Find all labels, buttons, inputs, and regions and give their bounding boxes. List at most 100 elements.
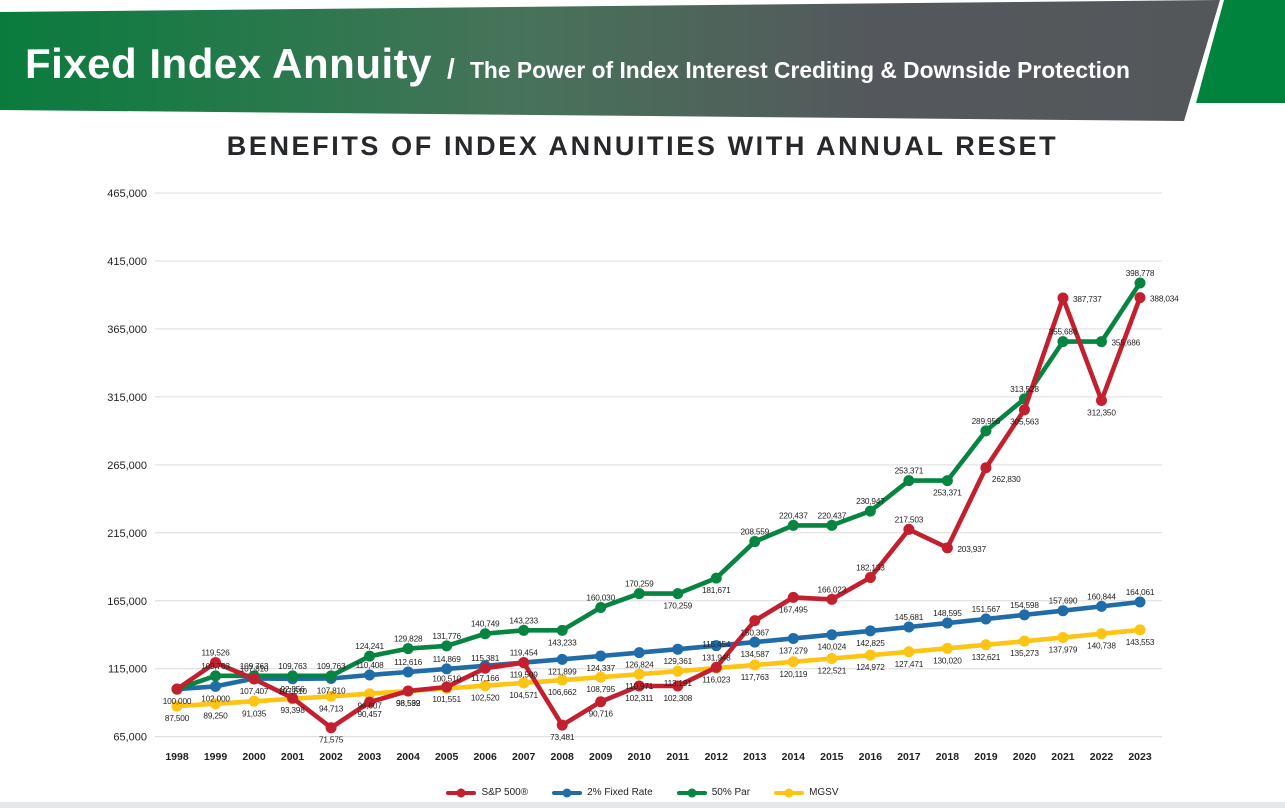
data-point-blue bbox=[595, 650, 607, 662]
data-point-blue bbox=[903, 621, 915, 633]
data-label-blue: 151,567 bbox=[972, 604, 1001, 614]
data-label-green: 398,778 bbox=[1126, 268, 1155, 278]
data-label-yellow: 143,553 bbox=[1126, 637, 1155, 647]
data-point-yellow bbox=[210, 698, 222, 710]
data-label-blue: 117,166 bbox=[471, 673, 500, 683]
x-axis-label: 2004 bbox=[396, 751, 420, 763]
data-label-green: 253,371 bbox=[933, 488, 962, 498]
data-point-yellow bbox=[980, 639, 992, 651]
data-label-blue: 134,587 bbox=[741, 649, 770, 659]
data-point-green bbox=[749, 536, 761, 548]
data-point-green bbox=[210, 670, 222, 682]
data-label-red: 90,457 bbox=[358, 709, 383, 719]
data-label-red: 119,526 bbox=[202, 648, 231, 658]
data-point-red bbox=[402, 685, 414, 697]
data-point-green bbox=[479, 628, 491, 640]
data-point-yellow bbox=[1018, 635, 1030, 647]
data-label-red: 73,481 bbox=[550, 732, 575, 742]
data-label-red: 116,023 bbox=[702, 674, 731, 684]
data-label-green: 220,437 bbox=[779, 510, 808, 520]
legend-item-blue: 2% Fixed Rate bbox=[552, 787, 653, 798]
data-label-blue: 124,337 bbox=[586, 663, 615, 673]
legend-label-yellow: MGSV bbox=[809, 787, 839, 798]
data-point-yellow bbox=[864, 649, 876, 661]
x-axis-label: 2012 bbox=[705, 751, 729, 763]
chart-legend: S&P 500® 2% Fixed Rate 50% Par MGSV bbox=[0, 787, 1285, 798]
data-point-red bbox=[1134, 292, 1146, 304]
data-label-blue: 154,598 bbox=[1010, 600, 1039, 610]
data-point-green bbox=[1057, 336, 1069, 348]
legend-marker-red bbox=[446, 788, 477, 797]
y-axis-label: 165,000 bbox=[107, 596, 147, 608]
data-label-green: 109,763 bbox=[317, 661, 346, 671]
data-label-green: 160,030 bbox=[586, 593, 615, 603]
data-label-red: 182,133 bbox=[856, 562, 885, 572]
data-point-yellow bbox=[903, 646, 915, 658]
data-point-red bbox=[1057, 292, 1069, 304]
data-label-green: 355,686 bbox=[1049, 327, 1078, 337]
data-label-yellow: 120,119 bbox=[779, 669, 808, 679]
data-label-blue: 110,408 bbox=[356, 660, 385, 670]
data-label-yellow: 87,500 bbox=[165, 713, 190, 723]
data-point-yellow bbox=[325, 690, 337, 702]
x-axis-label: 1999 bbox=[204, 751, 228, 763]
data-label-green: 253,371 bbox=[895, 466, 924, 476]
data-label-yellow: 132,621 bbox=[972, 652, 1001, 662]
data-label-yellow: 122,521 bbox=[818, 665, 847, 675]
data-point-red bbox=[941, 542, 953, 554]
data-label-green: 131,776 bbox=[432, 631, 461, 641]
data-label-blue: 157,690 bbox=[1049, 596, 1078, 606]
x-axis-label: 2018 bbox=[936, 751, 960, 763]
data-label-blue: 137,279 bbox=[779, 645, 808, 655]
data-label-green: 109,763 bbox=[278, 661, 307, 671]
data-label-yellow: 124,972 bbox=[856, 662, 885, 672]
data-label-red: 102,308 bbox=[663, 693, 692, 703]
data-label-yellow: 94,713 bbox=[319, 703, 344, 713]
data-label-red: 100,000 bbox=[163, 696, 192, 706]
x-axis-label: 2002 bbox=[319, 751, 343, 763]
legend-dot-green bbox=[687, 788, 697, 797]
data-point-red bbox=[826, 593, 838, 605]
y-axis-label: 215,000 bbox=[107, 528, 147, 540]
legend-marker-yellow bbox=[774, 788, 805, 797]
data-label-blue: 148,595 bbox=[933, 608, 962, 618]
data-point-red bbox=[210, 657, 222, 669]
data-label-yellow: 89,250 bbox=[203, 711, 228, 721]
x-axis-label: 2021 bbox=[1051, 751, 1075, 763]
data-point-green bbox=[826, 519, 838, 531]
data-point-red bbox=[1018, 404, 1030, 416]
data-point-blue bbox=[441, 663, 453, 675]
data-label-red: 98,592 bbox=[396, 698, 421, 708]
data-label-red: 203,937 bbox=[957, 544, 986, 554]
data-point-green bbox=[1134, 277, 1146, 289]
legend-label-green: 50% Par bbox=[711, 787, 751, 798]
data-point-green bbox=[595, 602, 607, 614]
data-label-red: 107,407 bbox=[240, 686, 269, 696]
x-axis-label: 2019 bbox=[974, 751, 998, 763]
data-point-yellow bbox=[595, 671, 607, 683]
x-axis-label: 2014 bbox=[782, 751, 806, 763]
data-label-blue: 145,681 bbox=[895, 612, 924, 622]
data-label-yellow: 127,471 bbox=[895, 659, 924, 669]
legend-label-red: S&P 500® bbox=[481, 787, 529, 798]
data-point-green bbox=[441, 640, 453, 652]
data-point-blue bbox=[1018, 609, 1030, 621]
data-point-red bbox=[556, 719, 568, 731]
data-label-green: 129,828 bbox=[394, 634, 423, 644]
data-label-green: 355,686 bbox=[1111, 338, 1140, 348]
data-point-yellow bbox=[364, 688, 376, 700]
header-subtitle: The Power of Index Interest Crediting & … bbox=[469, 57, 1130, 83]
header-banner: Fixed Index Annuity / The Power of Index… bbox=[0, 0, 1220, 121]
data-label-red: 262,830 bbox=[992, 474, 1021, 484]
data-label-blue: 102,000 bbox=[201, 693, 230, 703]
data-point-blue bbox=[864, 625, 876, 637]
data-label-red: 102,311 bbox=[625, 693, 654, 703]
legend-item-yellow: MGSV bbox=[774, 787, 839, 798]
data-point-yellow bbox=[826, 652, 838, 664]
data-label-yellow: 135,273 bbox=[1010, 648, 1039, 658]
data-label-green: 143,233 bbox=[548, 637, 577, 647]
data-label-red: 71,575 bbox=[319, 735, 344, 745]
data-label-green: 109,763 bbox=[201, 661, 230, 671]
data-label-green: 170,259 bbox=[663, 601, 692, 611]
data-point-yellow bbox=[941, 642, 953, 654]
